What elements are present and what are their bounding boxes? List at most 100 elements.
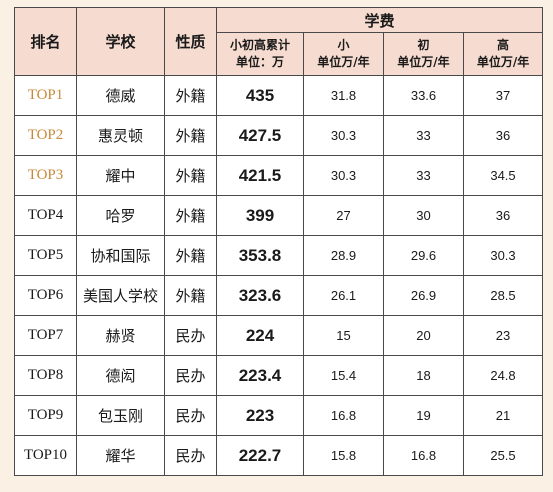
rank-cell: TOP10 — [14, 435, 77, 476]
rank-cell: TOP8 — [14, 355, 77, 396]
table-row: TOP6 美国人学校 外籍 323.6 26.1 26.9 28.5 — [14, 275, 544, 316]
nature-cell: 外籍 — [164, 155, 217, 196]
middle-fee-cell: 19 — [383, 395, 464, 436]
table-header: 排名 学校 性质 学费 小初高累计 单位：万 小 单位万/年 初 单位万/年 — [14, 7, 544, 76]
primary-fee-cell: 15.4 — [303, 355, 384, 396]
total-cell: 222.7 — [216, 435, 304, 476]
nature-cell: 外籍 — [164, 75, 217, 116]
table-row: TOP9 包玉刚 民办 223 16.8 19 21 — [14, 395, 544, 436]
school-cell: 协和国际 — [76, 235, 165, 276]
primary-fee-cell: 30.3 — [303, 155, 384, 196]
school-cell: 哈罗 — [76, 195, 165, 236]
header-middle: 初 单位万/年 — [383, 32, 464, 76]
rank-cell: TOP6 — [14, 275, 77, 316]
school-cell: 包玉刚 — [76, 395, 165, 436]
total-cell: 427.5 — [216, 115, 304, 156]
table-row: TOP1 德威 外籍 435 31.8 33.6 37 — [14, 75, 544, 116]
header-middle-title: 初 — [417, 38, 430, 52]
total-cell: 353.8 — [216, 235, 304, 276]
header-high-unit: 单位万/年 — [476, 55, 530, 69]
primary-fee-cell: 31.8 — [303, 75, 384, 116]
header-high-title: 高 — [497, 38, 510, 52]
nature-cell: 民办 — [164, 315, 217, 356]
rank-cell: TOP4 — [14, 195, 77, 236]
header-fee-group: 学费 — [215, 7, 544, 33]
school-cell: 德威 — [76, 75, 165, 116]
nature-cell: 民办 — [164, 355, 217, 396]
nature-cell: 民办 — [164, 435, 217, 476]
middle-fee-cell: 20 — [383, 315, 464, 356]
total-cell: 224 — [216, 315, 304, 356]
middle-fee-cell: 33.6 — [383, 75, 464, 116]
middle-fee-cell: 30 — [383, 195, 464, 236]
rank-cell: TOP2 — [14, 115, 77, 156]
middle-fee-cell: 26.9 — [383, 275, 464, 316]
school-cell: 惠灵顿 — [76, 115, 165, 156]
school-cell: 耀中 — [76, 155, 165, 196]
header-primary-unit: 单位万/年 — [317, 55, 370, 69]
header-total-title: 小初高累计 — [229, 38, 290, 52]
header-primary: 小 单位万/年 — [303, 32, 384, 76]
nature-cell: 外籍 — [164, 115, 217, 156]
total-cell: 223 — [216, 395, 304, 436]
high-fee-cell: 30.3 — [462, 235, 544, 276]
primary-fee-cell: 15 — [303, 315, 384, 356]
primary-fee-cell: 27 — [303, 195, 384, 236]
school-cell: 美国人学校 — [76, 275, 165, 316]
nature-cell: 民办 — [164, 395, 217, 436]
table-row: TOP7 赫贤 民办 224 15 20 23 — [14, 315, 544, 356]
nature-cell: 外籍 — [164, 275, 217, 316]
rank-cell: TOP1 — [14, 75, 77, 116]
middle-fee-cell: 29.6 — [383, 235, 464, 276]
school-cell: 耀华 — [76, 435, 165, 476]
primary-fee-cell: 15.8 — [303, 435, 384, 476]
table-row: TOP2 惠灵顿 外籍 427.5 30.3 33 36 — [14, 115, 544, 156]
high-fee-cell: 36 — [462, 195, 544, 236]
header-total-unit: 单位：万 — [235, 55, 284, 69]
total-cell: 435 — [216, 75, 304, 116]
high-fee-cell: 36 — [462, 115, 544, 156]
table-row: TOP10 耀华 民办 222.7 15.8 16.8 25.5 — [14, 435, 544, 476]
high-fee-cell: 23 — [462, 315, 544, 356]
header-primary-title: 小 — [337, 38, 350, 52]
total-cell: 223.4 — [216, 355, 304, 396]
high-fee-cell: 28.5 — [462, 275, 544, 316]
school-cell: 德闳 — [76, 355, 165, 396]
school-cell: 赫贤 — [76, 315, 165, 356]
middle-fee-cell: 33 — [383, 115, 464, 156]
high-fee-cell: 34.5 — [462, 155, 544, 196]
primary-fee-cell: 16.8 — [303, 395, 384, 436]
middle-fee-cell: 18 — [383, 355, 464, 396]
table-body: TOP1 德威 外籍 435 31.8 33.6 37 TOP2 惠灵顿 外籍 … — [14, 75, 544, 476]
rank-cell: TOP9 — [14, 395, 77, 436]
header-total: 小初高累计 单位：万 — [216, 32, 304, 76]
primary-fee-cell: 30.3 — [303, 115, 384, 156]
table-row: TOP4 哈罗 外籍 399 27 30 36 — [14, 195, 544, 236]
header-middle-unit: 单位万/年 — [397, 55, 450, 69]
rank-cell: TOP3 — [14, 155, 77, 196]
header-nature: 性质 — [164, 7, 217, 76]
high-fee-cell: 25.5 — [462, 435, 544, 476]
high-fee-cell: 37 — [462, 75, 544, 116]
middle-fee-cell: 33 — [383, 155, 464, 196]
table-row: TOP8 德闳 民办 223.4 15.4 18 24.8 — [14, 355, 544, 396]
table-row: TOP5 协和国际 外籍 353.8 28.9 29.6 30.3 — [14, 235, 544, 276]
total-cell: 323.6 — [216, 275, 304, 316]
high-fee-cell: 24.8 — [462, 355, 544, 396]
primary-fee-cell: 26.1 — [303, 275, 384, 316]
total-cell: 399 — [216, 195, 304, 236]
high-fee-cell: 21 — [462, 395, 544, 436]
tuition-ranking-table: 排名 学校 性质 学费 小初高累计 单位：万 小 单位万/年 初 单位万/年 — [14, 7, 544, 476]
nature-cell: 外籍 — [164, 195, 217, 236]
table-row: TOP3 耀中 外籍 421.5 30.3 33 34.5 — [14, 155, 544, 196]
header-school: 学校 — [76, 7, 165, 76]
nature-cell: 外籍 — [164, 235, 217, 276]
rank-cell: TOP7 — [14, 315, 77, 356]
primary-fee-cell: 28.9 — [303, 235, 384, 276]
total-cell: 421.5 — [216, 155, 304, 196]
header-high: 高 单位万/年 — [462, 32, 544, 76]
header-rank: 排名 — [14, 7, 77, 76]
rank-cell: TOP5 — [14, 235, 77, 276]
middle-fee-cell: 16.8 — [383, 435, 464, 476]
